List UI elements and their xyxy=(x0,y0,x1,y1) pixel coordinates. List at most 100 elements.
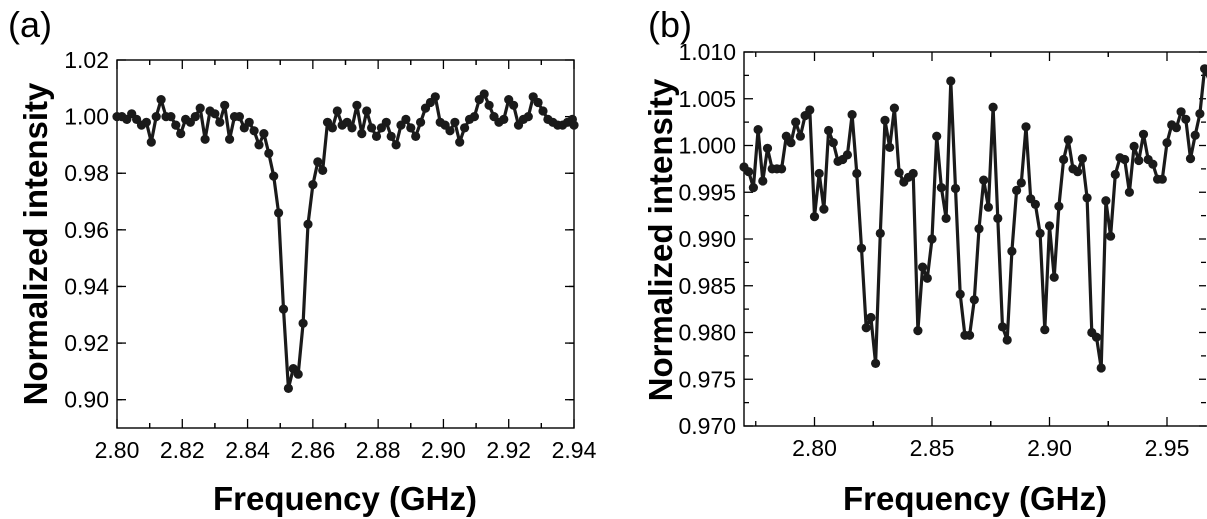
panel-a-x-ticks: 2.80 2.82 2.84 2.86 2.88 2.90 2.92 2.94 xyxy=(95,60,597,463)
data-point xyxy=(391,140,401,150)
data-point xyxy=(875,228,885,238)
data-point xyxy=(352,100,362,110)
data-point xyxy=(244,117,254,127)
panel-b-series xyxy=(739,64,1207,373)
data-point xyxy=(254,140,264,150)
data-point xyxy=(220,100,230,110)
y-tick-label: 1.02 xyxy=(64,47,109,73)
series-line xyxy=(117,92,576,390)
data-point xyxy=(1002,335,1012,345)
x-tick-label: 2.86 xyxy=(290,437,335,463)
data-point xyxy=(1176,107,1186,117)
data-point xyxy=(932,131,942,141)
data-point xyxy=(1007,246,1017,256)
x-tick-label: 2.95 xyxy=(1145,435,1190,461)
data-point xyxy=(1148,159,1158,169)
x-tick-label: 2.80 xyxy=(792,435,837,461)
data-point xyxy=(889,103,900,113)
data-point xyxy=(171,120,181,130)
data-point xyxy=(936,183,947,193)
y-tick-label: 1.00 xyxy=(64,104,109,130)
data-point xyxy=(1077,154,1087,164)
data-point xyxy=(381,117,391,127)
data-point xyxy=(367,123,377,133)
data-point xyxy=(1106,231,1116,241)
data-point xyxy=(538,106,548,116)
data-point xyxy=(993,213,1003,223)
data-point xyxy=(1082,193,1092,203)
x-tick-label: 2.92 xyxy=(486,437,531,463)
y-tick-label: 0.92 xyxy=(64,330,109,356)
data-point xyxy=(974,224,984,234)
data-point xyxy=(1162,138,1172,148)
data-point xyxy=(1016,178,1026,188)
data-point xyxy=(950,183,961,194)
data-point xyxy=(805,105,815,115)
x-tick-label: 2.84 xyxy=(225,437,270,463)
data-point xyxy=(908,168,918,179)
data-point xyxy=(523,112,533,122)
data-point xyxy=(274,208,284,218)
data-point xyxy=(1040,325,1050,335)
data-point xyxy=(885,142,895,152)
data-point xyxy=(781,131,791,141)
data-point xyxy=(371,131,382,141)
data-point xyxy=(1200,64,1207,74)
y-tick-label: 0.94 xyxy=(64,273,109,299)
data-point xyxy=(824,125,834,136)
data-point xyxy=(151,112,161,122)
data-point xyxy=(455,137,465,147)
data-point xyxy=(979,175,989,185)
data-point xyxy=(1049,272,1059,282)
data-point xyxy=(411,131,421,141)
x-tick-label: 2.85 xyxy=(910,435,955,461)
data-point xyxy=(318,165,328,175)
data-point xyxy=(1073,167,1083,177)
data-point xyxy=(1063,135,1073,145)
data-point xyxy=(283,383,293,393)
data-point xyxy=(234,112,244,122)
data-point xyxy=(1120,154,1130,165)
panel-a-label: (a) xyxy=(8,4,52,45)
data-point xyxy=(1035,228,1045,238)
data-point xyxy=(744,167,754,177)
x-tick-label: 2.88 xyxy=(356,437,401,463)
data-point xyxy=(569,120,579,130)
data-point xyxy=(225,134,235,144)
data-point xyxy=(1091,332,1102,342)
data-point xyxy=(313,157,323,167)
data-point xyxy=(777,164,787,174)
data-point xyxy=(819,204,829,214)
y-tick-label: 0.975 xyxy=(678,366,736,392)
panel-a-y-axis-title: Normalized intensity xyxy=(17,82,54,405)
data-point xyxy=(871,358,881,368)
data-point xyxy=(166,112,176,122)
data-point xyxy=(141,117,151,127)
data-point xyxy=(1138,129,1149,139)
data-point xyxy=(347,123,357,133)
data-point xyxy=(809,212,820,222)
data-point xyxy=(1021,122,1031,132)
data-point xyxy=(259,129,269,139)
data-point xyxy=(278,304,289,314)
y-tick-label: 0.990 xyxy=(678,226,736,252)
data-point xyxy=(786,138,796,148)
data-point xyxy=(327,123,337,133)
data-point xyxy=(753,125,763,135)
y-tick-label: 0.970 xyxy=(678,413,736,439)
data-point xyxy=(1195,109,1205,119)
panel-b-x-ticks: 2.80 2.85 2.90 2.95 xyxy=(755,52,1190,461)
data-point xyxy=(946,76,956,86)
data-point xyxy=(445,126,455,136)
data-point xyxy=(357,129,367,139)
panel-a: (a) 2.80 2.82 2.84 2.86 2.88 2.90 2.92 2.94 0.9… xyxy=(8,4,597,517)
data-point xyxy=(1012,185,1022,195)
x-tick-label: 2.90 xyxy=(421,437,466,463)
data-point xyxy=(264,148,274,158)
data-point xyxy=(1157,174,1167,184)
data-point xyxy=(997,322,1008,332)
data-point xyxy=(795,131,806,141)
data-point xyxy=(1101,196,1111,206)
data-point xyxy=(983,202,994,212)
